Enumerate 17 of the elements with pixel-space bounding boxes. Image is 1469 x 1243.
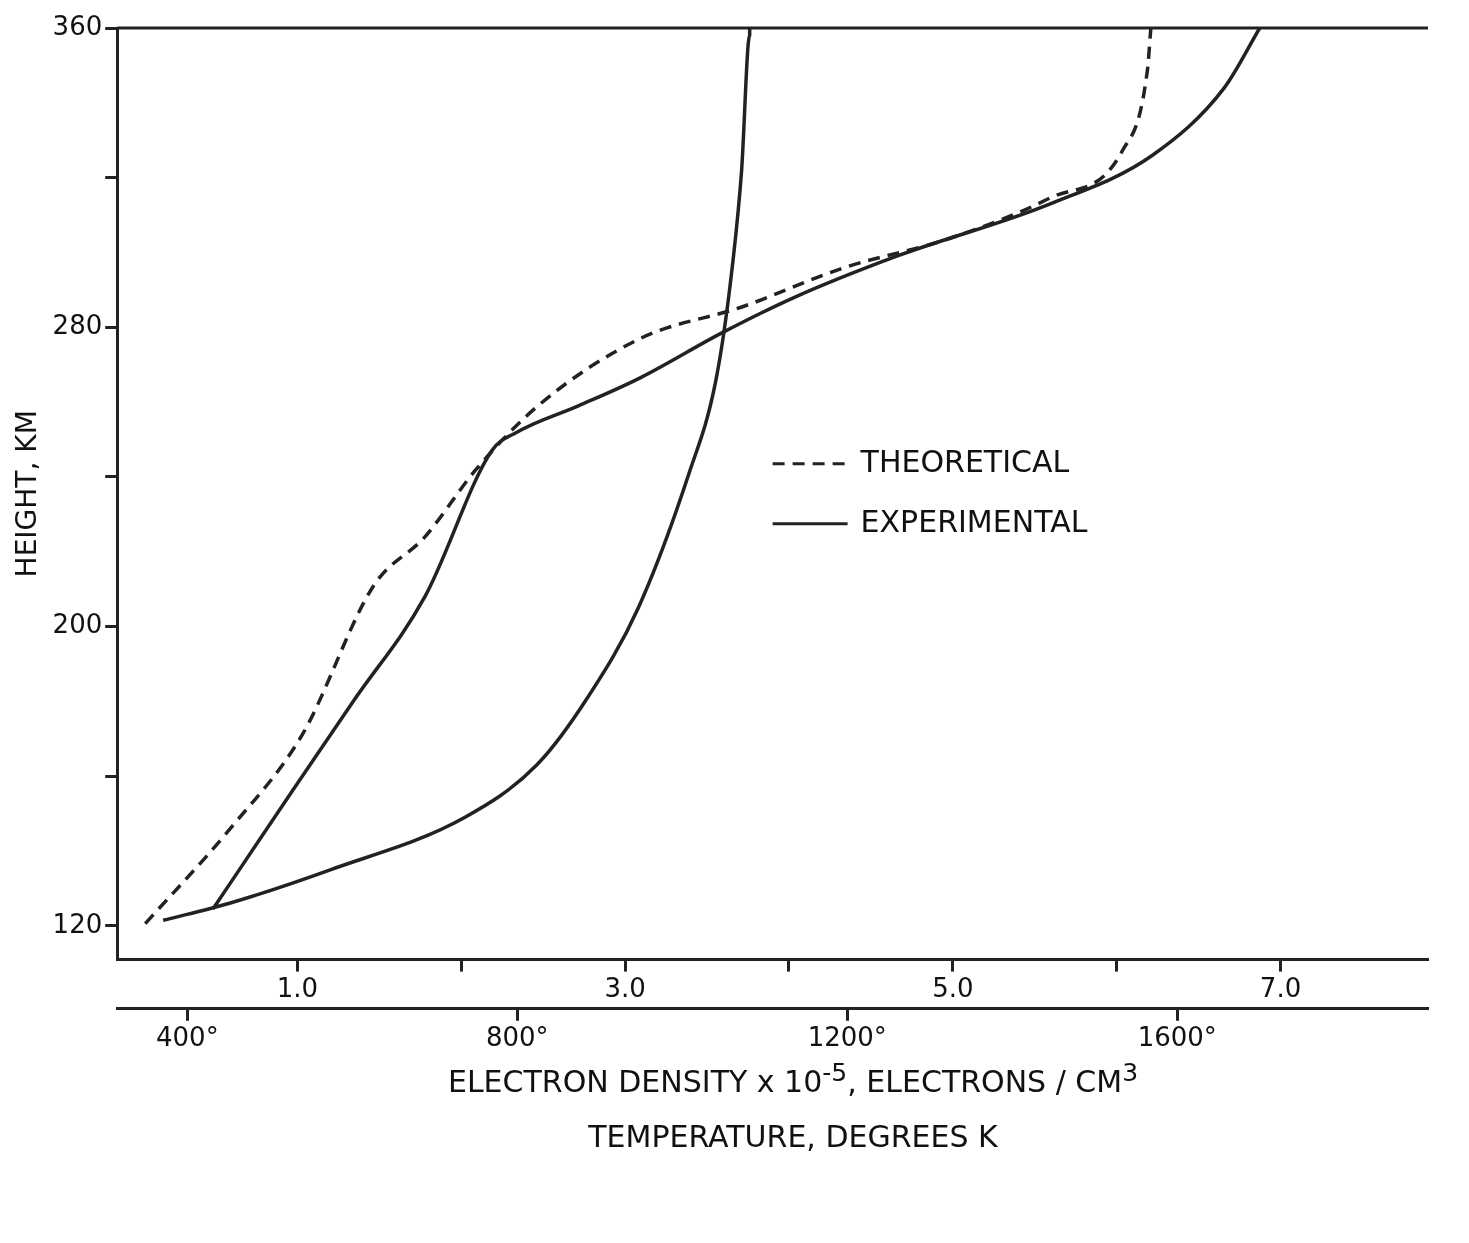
y-tick-label: 360 [52, 10, 103, 41]
x-tick-label: 400° [156, 1022, 219, 1053]
x2-tick-label: 3.0 [604, 972, 646, 1003]
y-tick-label: 280 [52, 310, 103, 341]
x-tick-label: 800° [485, 1022, 549, 1053]
legend-label: THEORETICAL [859, 443, 1070, 479]
legend-label: EXPERIMENTAL [860, 503, 1088, 539]
x-tick-label: 1200° [807, 1022, 887, 1053]
y-tick-label: 120 [52, 908, 103, 939]
x-axis-title: TEMPERATURE, DEGREES K [587, 1119, 999, 1154]
x2-tick-label: 7.0 [1259, 972, 1302, 1003]
x2-tick-label: 1.0 [276, 972, 319, 1003]
y-axis-title: HEIGHT, KM [10, 410, 44, 578]
x2-tick-label: 5.0 [932, 972, 974, 1003]
x2-axis-title: ELECTRON DENSITY x 10$^{-5}$, ELECTRONS / CM$^{3}$ [446, 1058, 1140, 1099]
y-tick-label: 200 [52, 609, 103, 640]
x-tick-label: 1600° [1137, 1022, 1217, 1053]
